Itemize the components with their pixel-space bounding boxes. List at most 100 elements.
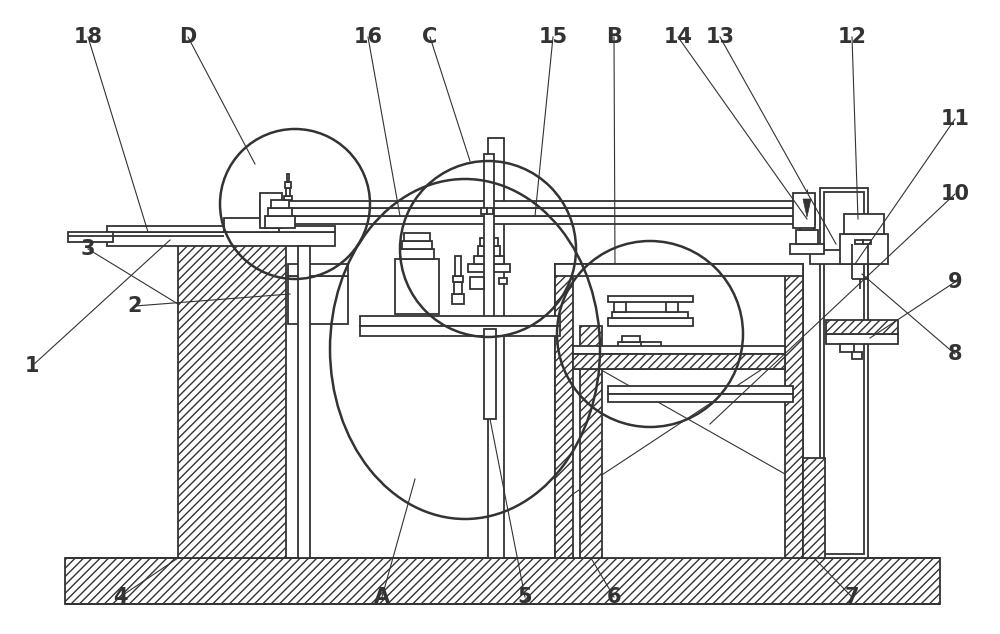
Bar <box>484 329 496 419</box>
Bar <box>298 246 310 558</box>
Text: 2: 2 <box>128 296 142 316</box>
Bar <box>555 264 803 558</box>
Text: 11: 11 <box>940 109 970 129</box>
Bar <box>826 320 898 334</box>
Text: 13: 13 <box>706 27 734 47</box>
Bar <box>404 233 430 241</box>
Bar <box>840 234 888 264</box>
Bar <box>640 350 662 360</box>
Bar <box>265 216 295 228</box>
Bar <box>863 240 871 244</box>
Text: 6: 6 <box>607 587 621 607</box>
Bar <box>826 334 898 344</box>
Text: 3: 3 <box>81 239 95 259</box>
Text: 9: 9 <box>948 272 962 292</box>
Bar <box>488 138 504 558</box>
Bar <box>107 232 335 246</box>
Bar <box>268 208 292 216</box>
Bar <box>666 302 678 312</box>
Bar <box>452 294 464 304</box>
Bar <box>454 282 462 294</box>
Bar <box>480 238 498 246</box>
Bar <box>499 278 507 284</box>
Bar <box>288 264 348 276</box>
Bar <box>476 278 484 284</box>
Bar <box>284 196 292 200</box>
Bar <box>840 344 854 352</box>
Bar <box>617 350 645 360</box>
Text: 14: 14 <box>664 27 692 47</box>
Bar <box>487 208 493 214</box>
Bar <box>468 264 510 272</box>
Bar <box>260 208 815 216</box>
Bar <box>271 200 289 208</box>
Bar <box>286 188 290 196</box>
Bar <box>65 558 940 604</box>
Text: 1: 1 <box>25 356 39 376</box>
Bar <box>573 354 785 369</box>
Bar <box>68 232 113 242</box>
Bar <box>260 212 815 216</box>
Bar <box>555 264 573 558</box>
Bar <box>641 342 661 350</box>
Bar <box>395 259 439 314</box>
Bar <box>855 240 863 244</box>
Bar <box>224 218 279 232</box>
Bar <box>474 256 504 264</box>
Bar <box>288 276 348 324</box>
Bar <box>453 276 463 282</box>
Text: 4: 4 <box>113 587 127 607</box>
Bar <box>260 201 815 208</box>
Text: 5: 5 <box>518 587 532 607</box>
Bar <box>360 326 560 336</box>
Bar <box>455 256 461 276</box>
Bar <box>470 277 484 289</box>
Text: 8: 8 <box>948 344 962 364</box>
Bar <box>260 216 815 224</box>
Bar <box>580 326 602 558</box>
Text: D: D <box>179 27 197 47</box>
Bar <box>287 174 289 182</box>
Bar <box>793 193 815 228</box>
Bar <box>614 302 626 312</box>
Text: A: A <box>374 587 390 607</box>
Bar <box>481 208 487 214</box>
Bar <box>824 192 864 554</box>
Text: 7: 7 <box>845 587 859 607</box>
Text: 12: 12 <box>838 27 866 47</box>
Bar <box>800 220 814 230</box>
Bar <box>612 312 688 318</box>
Bar <box>803 458 825 558</box>
Bar <box>484 154 494 334</box>
Bar <box>400 249 434 259</box>
Bar <box>555 264 803 276</box>
Text: C: C <box>422 27 438 47</box>
Bar <box>608 296 693 302</box>
Bar <box>478 246 500 256</box>
Text: 10: 10 <box>940 184 970 204</box>
Bar <box>608 394 793 402</box>
Bar <box>608 318 693 326</box>
Text: B: B <box>606 27 622 47</box>
Bar <box>796 230 818 244</box>
Bar <box>804 217 810 220</box>
Bar <box>573 346 785 354</box>
Polygon shape <box>803 199 811 217</box>
Bar <box>573 354 785 369</box>
Bar <box>790 244 824 254</box>
Bar <box>402 241 432 249</box>
Bar <box>820 188 868 558</box>
Bar <box>618 342 644 350</box>
Bar <box>285 182 291 188</box>
Bar <box>608 386 793 394</box>
Text: 16: 16 <box>354 27 382 47</box>
Bar <box>107 226 335 232</box>
Bar <box>852 352 862 359</box>
Bar <box>844 214 884 234</box>
Bar <box>360 316 560 326</box>
Text: 15: 15 <box>538 27 568 47</box>
Bar <box>622 336 640 342</box>
Bar <box>785 264 803 558</box>
Bar <box>810 250 878 264</box>
Text: 18: 18 <box>74 27 103 47</box>
